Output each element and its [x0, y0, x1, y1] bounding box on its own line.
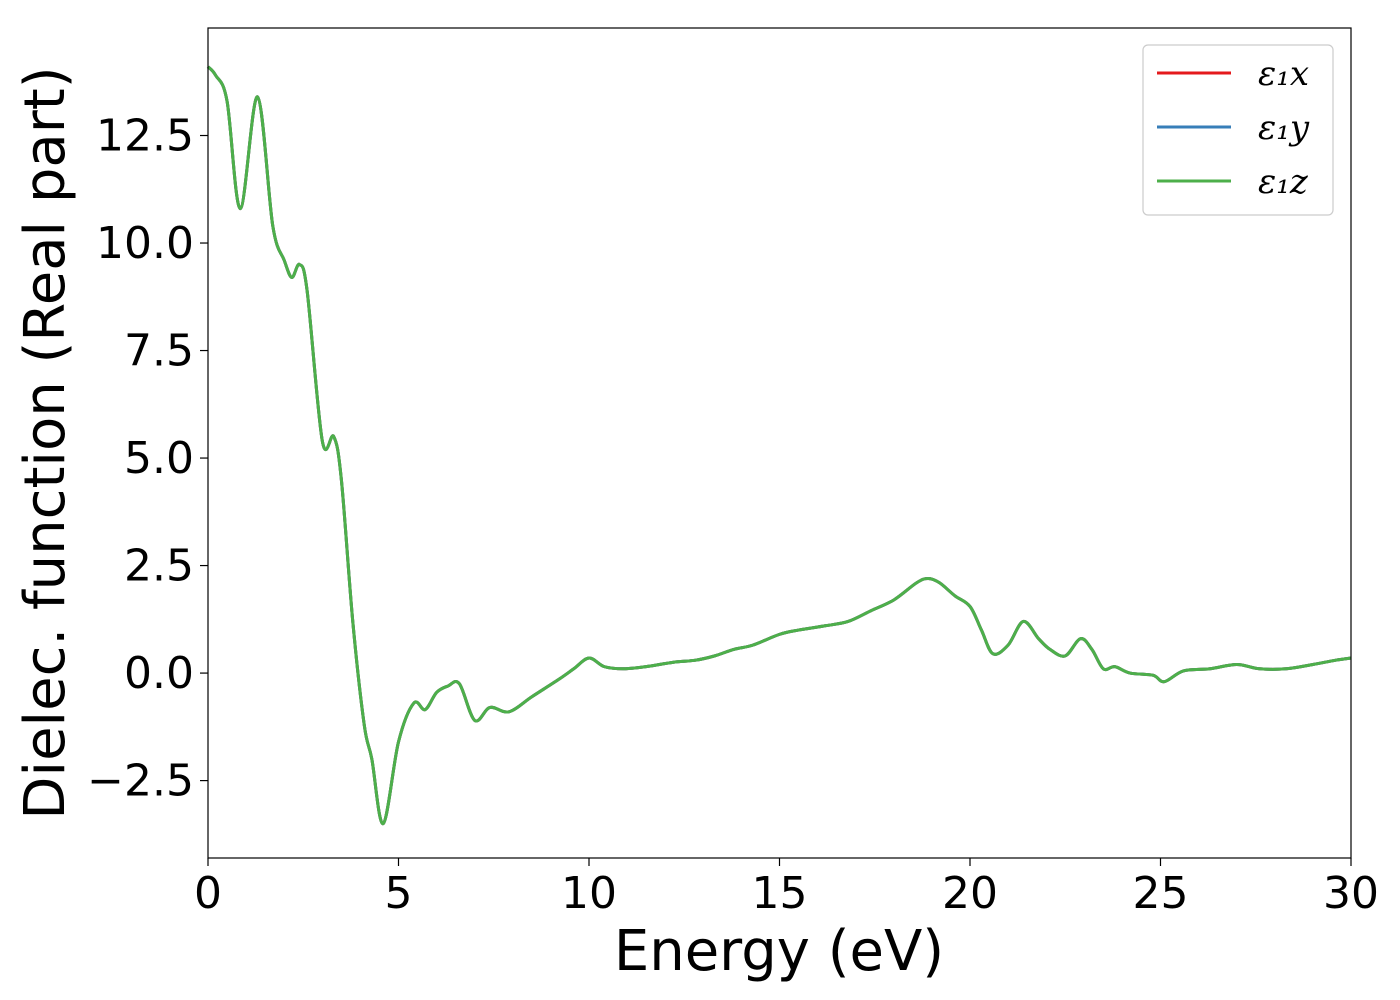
- legend-label-2: ε₁y: [1258, 108, 1310, 148]
- y-tick-label: 10.0: [96, 218, 194, 269]
- legend-label-1: ε₁x: [1258, 54, 1309, 94]
- y-axis-label: Dielec. function (Real part): [13, 66, 78, 819]
- y-tick-label: 5.0: [124, 433, 194, 484]
- x-tick-label: 20: [942, 868, 998, 919]
- y-tick-label: 12.5: [96, 111, 194, 162]
- y-tick-label: −2.5: [87, 756, 194, 807]
- x-tick-label: 0: [194, 868, 222, 919]
- legend-box: [1142, 44, 1334, 216]
- y-tick-label: 2.5: [124, 541, 194, 592]
- y-tick-label: 0.0: [124, 648, 194, 699]
- x-tick-label: 30: [1323, 868, 1379, 919]
- x-tick-label: 10: [561, 868, 617, 919]
- x-tick-label: 15: [752, 868, 808, 919]
- legend: ε₁x ε₁y ε₁z: [1142, 44, 1334, 216]
- series-layer: [206, 65, 1352, 826]
- y-tick-label: 7.5: [124, 326, 194, 377]
- x-tick-label: 5: [385, 868, 413, 919]
- x-axis-label: Energy (eV): [614, 919, 944, 984]
- x-axis: 0 5 10 15 20 25 30: [194, 858, 1379, 919]
- series-line-3: [206, 65, 1352, 826]
- x-tick-label: 25: [1133, 868, 1189, 919]
- legend-label-3: ε₁z: [1258, 162, 1309, 202]
- y-axis: −2.5 0.0 2.5 5.0 7.5 10.0 12.5: [87, 111, 208, 807]
